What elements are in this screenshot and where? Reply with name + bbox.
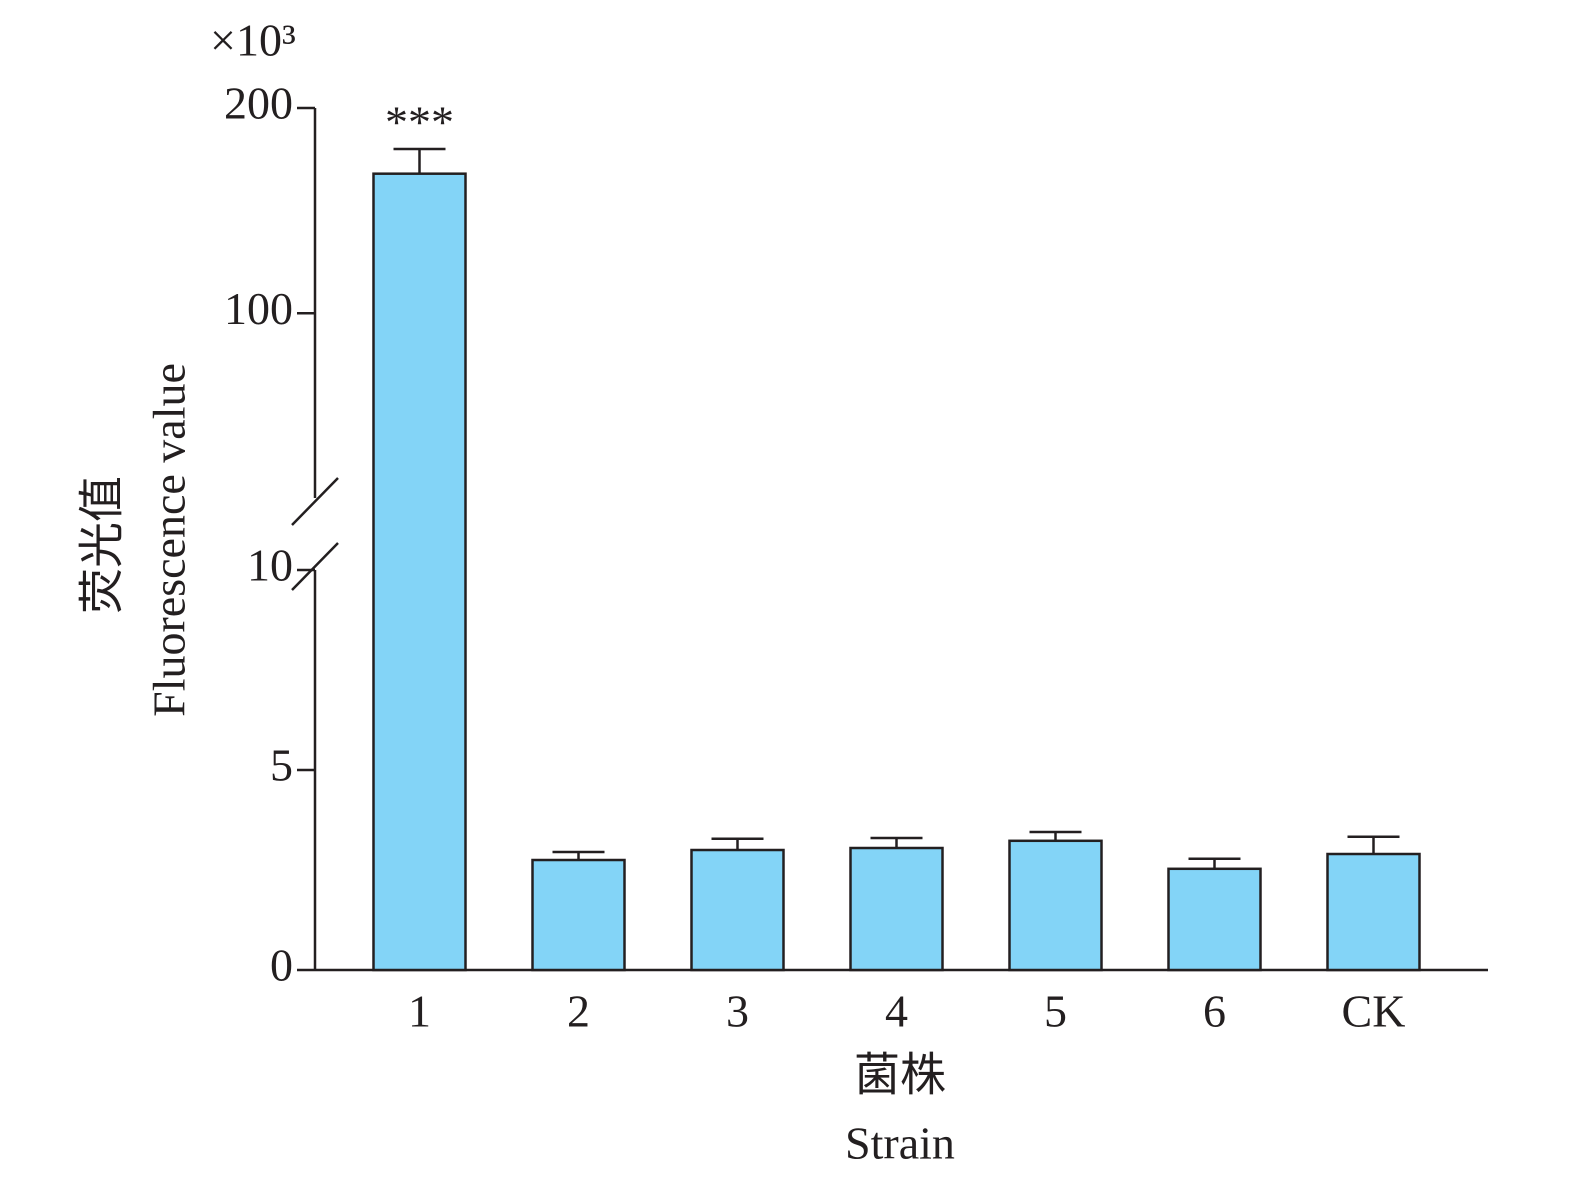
bar xyxy=(1326,852,1421,972)
x-tick-label: 1 xyxy=(408,986,431,1037)
y-axis-label: Fluorescence value xyxy=(144,363,195,717)
bar xyxy=(1167,867,1262,972)
x-tick-label: 6 xyxy=(1203,986,1226,1037)
x-axis-label: 菌株 xyxy=(854,1050,946,1101)
y-tick-label: 100 xyxy=(224,283,293,334)
y-tick-label: 0 xyxy=(270,940,293,991)
bar xyxy=(372,172,467,972)
bar xyxy=(849,846,944,972)
bar xyxy=(1008,839,1103,972)
y-tick-label: 10 xyxy=(247,540,293,591)
x-tick-label: 3 xyxy=(726,986,749,1037)
axis-break xyxy=(291,542,339,591)
bar xyxy=(690,848,785,972)
y-unit: ×10³ xyxy=(210,15,296,66)
significance-label: *** xyxy=(385,97,454,148)
y-axis-label: 荧光值 xyxy=(77,476,128,614)
x-tick-label: 4 xyxy=(885,986,908,1037)
x-tick-label: 2 xyxy=(567,986,590,1037)
x-tick-label: CK xyxy=(1342,986,1406,1037)
x-axis-label: Strain xyxy=(845,1118,955,1169)
axis-break xyxy=(291,477,339,526)
x-tick-label: 5 xyxy=(1044,986,1067,1037)
y-tick-label: 200 xyxy=(224,78,293,129)
y-tick-label: 5 xyxy=(270,740,293,791)
bar xyxy=(531,858,626,972)
